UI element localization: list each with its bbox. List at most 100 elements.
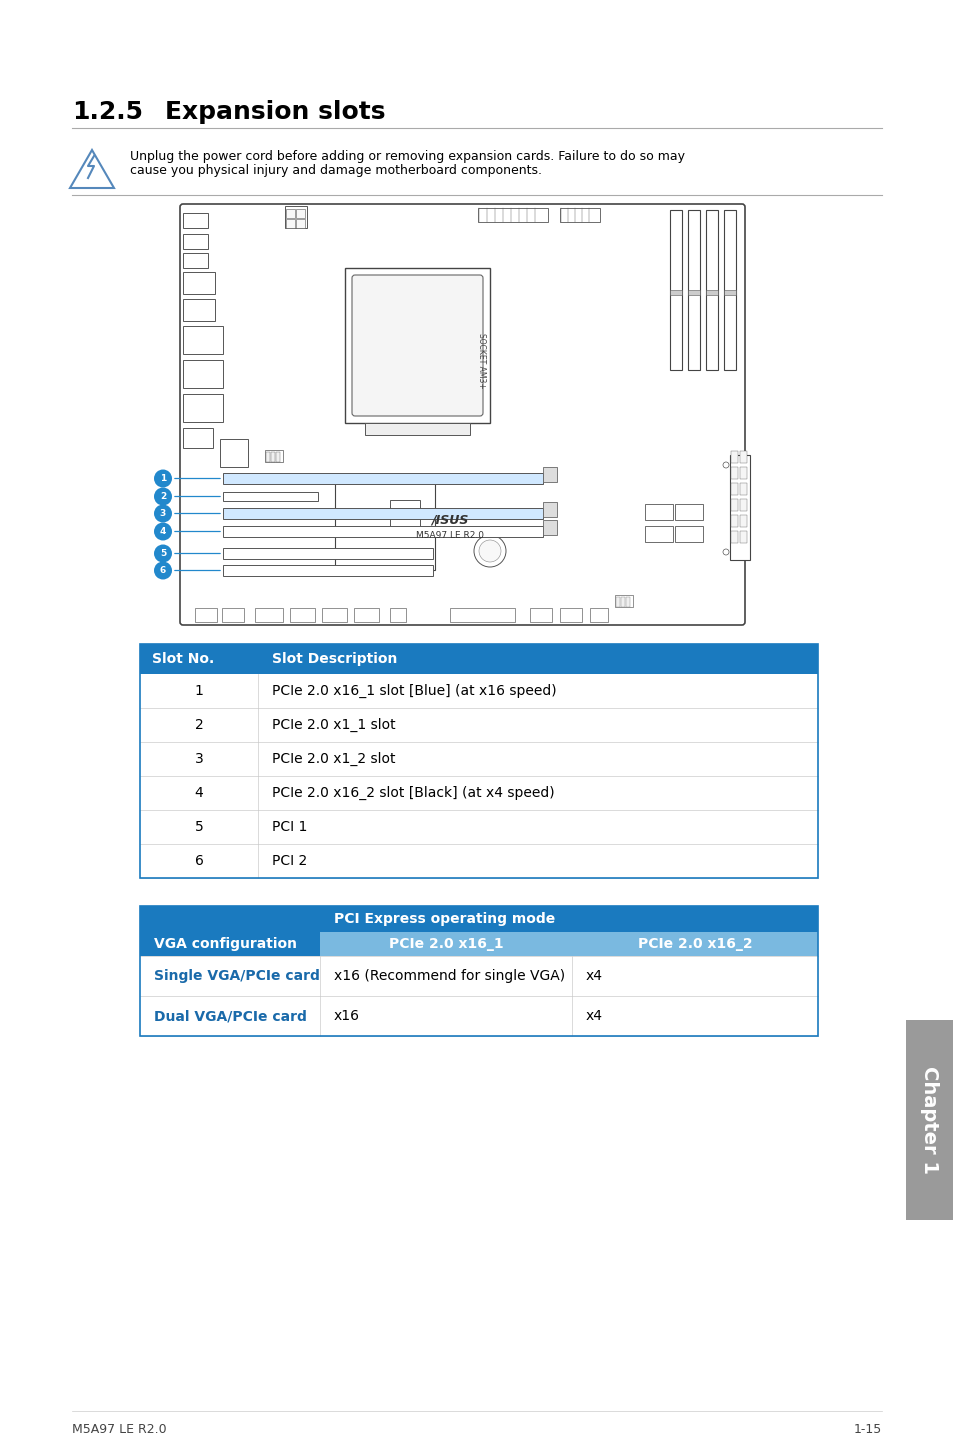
Text: Slot No.: Slot No. <box>152 651 214 666</box>
Bar <box>730 531 738 544</box>
FancyBboxPatch shape <box>352 275 482 416</box>
Bar <box>705 290 718 295</box>
Bar <box>740 531 746 544</box>
Bar <box>687 210 700 370</box>
Bar <box>183 234 208 249</box>
Bar <box>319 932 572 956</box>
Circle shape <box>153 522 172 541</box>
Circle shape <box>722 549 728 555</box>
Bar <box>675 503 702 521</box>
Bar <box>615 595 633 607</box>
Bar <box>354 608 378 623</box>
Bar <box>140 644 817 879</box>
Bar <box>335 482 435 569</box>
Circle shape <box>153 487 172 506</box>
Bar <box>275 452 280 462</box>
Bar <box>625 597 629 607</box>
Bar <box>905 1020 953 1219</box>
Bar <box>223 548 433 559</box>
Bar <box>740 467 746 479</box>
Bar <box>390 500 419 531</box>
Text: 2: 2 <box>160 492 166 500</box>
Bar <box>542 502 557 518</box>
Bar <box>345 267 490 423</box>
Bar <box>266 452 270 462</box>
Bar <box>365 423 470 436</box>
Bar <box>223 473 542 485</box>
Bar <box>183 394 223 421</box>
Text: x16: x16 <box>334 1009 359 1022</box>
Text: 1: 1 <box>160 475 166 483</box>
Text: 5: 5 <box>194 820 203 834</box>
Circle shape <box>474 535 505 567</box>
Text: PCIe 2.0 x1_2 slot: PCIe 2.0 x1_2 slot <box>272 752 395 766</box>
Text: PCIe 2.0 x16_1: PCIe 2.0 x16_1 <box>388 938 503 951</box>
Bar <box>183 299 214 321</box>
Text: x4: x4 <box>585 969 602 984</box>
Bar <box>730 515 738 526</box>
Bar <box>740 515 746 526</box>
Bar <box>669 290 681 295</box>
Bar <box>477 209 547 221</box>
Bar <box>183 213 208 229</box>
Circle shape <box>153 561 172 580</box>
Text: Unplug the power cord before adding or removing expansion cards. Failure to do s: Unplug the power cord before adding or r… <box>130 150 684 162</box>
Text: x16 (Recommend for single VGA): x16 (Recommend for single VGA) <box>334 969 564 984</box>
Text: Single VGA/PCIe card: Single VGA/PCIe card <box>153 969 319 984</box>
Bar <box>140 707 817 742</box>
Bar <box>140 956 817 997</box>
Text: x4: x4 <box>585 1009 602 1022</box>
Bar <box>730 499 738 510</box>
Text: 4: 4 <box>160 526 166 536</box>
Bar <box>740 452 746 463</box>
Bar <box>140 742 817 777</box>
Bar <box>687 290 700 295</box>
Bar <box>559 608 581 623</box>
Bar <box>723 290 735 295</box>
Bar <box>286 219 294 229</box>
Bar <box>616 597 619 607</box>
Bar <box>290 608 314 623</box>
Text: Chapter 1: Chapter 1 <box>920 1066 939 1173</box>
Text: Expansion slots: Expansion slots <box>165 101 385 124</box>
Text: Slot Description: Slot Description <box>272 651 397 666</box>
Circle shape <box>153 505 172 522</box>
Bar <box>740 499 746 510</box>
Bar <box>675 526 702 542</box>
Bar <box>183 272 214 293</box>
Text: PCI Express operating mode: PCI Express operating mode <box>334 912 555 926</box>
Bar <box>530 608 552 623</box>
Bar <box>223 526 542 536</box>
Bar <box>140 906 817 1035</box>
Bar <box>669 210 681 370</box>
Text: 2: 2 <box>194 718 203 732</box>
Bar <box>223 565 433 577</box>
Bar <box>183 429 213 449</box>
Bar <box>729 454 749 559</box>
Circle shape <box>722 462 728 467</box>
Bar <box>286 209 294 219</box>
Bar <box>559 209 599 221</box>
Text: PCIe 2.0 x16_1 slot [Blue] (at x16 speed): PCIe 2.0 x16_1 slot [Blue] (at x16 speed… <box>272 684 556 697</box>
Bar <box>589 608 607 623</box>
Bar <box>730 483 738 495</box>
Bar <box>183 326 223 354</box>
Bar <box>295 209 305 219</box>
Bar <box>183 360 223 388</box>
Bar <box>322 608 347 623</box>
Text: PCIe 2.0 x16_2 slot [Black] (at x4 speed): PCIe 2.0 x16_2 slot [Black] (at x4 speed… <box>272 787 554 800</box>
Text: PCI 1: PCI 1 <box>272 820 307 834</box>
Bar <box>140 810 817 844</box>
FancyBboxPatch shape <box>180 204 744 626</box>
Bar <box>542 467 557 482</box>
Bar <box>140 906 817 956</box>
Text: /ISUS: /ISUS <box>431 513 468 526</box>
Bar <box>390 608 406 623</box>
Text: M5A97 LE R2.0: M5A97 LE R2.0 <box>416 531 483 539</box>
Bar <box>222 608 244 623</box>
Text: 6: 6 <box>160 567 166 575</box>
Bar <box>705 210 718 370</box>
Circle shape <box>153 469 172 487</box>
Text: PCIe 2.0 x1_1 slot: PCIe 2.0 x1_1 slot <box>272 718 395 732</box>
Text: 4: 4 <box>194 787 203 800</box>
